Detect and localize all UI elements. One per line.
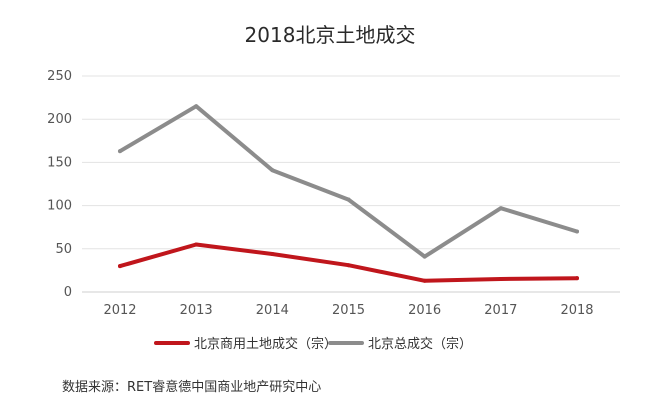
data-point [118, 149, 122, 154]
x-tick-label: 2013 [180, 303, 213, 318]
data-point [194, 104, 199, 109]
data-point [270, 251, 275, 256]
x-tick-label: 2017 [484, 303, 517, 318]
y-tick-label: 0 [64, 285, 72, 300]
y-tick-label: 200 [47, 112, 72, 127]
data-point [422, 254, 427, 259]
legend-label: 北京总成交（宗） [368, 336, 472, 352]
y-tick-label: 150 [47, 155, 72, 170]
data-point [498, 277, 503, 282]
data-point [270, 168, 275, 173]
y-tick-label: 100 [47, 199, 72, 214]
series-line [118, 104, 579, 259]
data-point [194, 242, 199, 247]
data-point [575, 229, 579, 234]
y-axis-ticks: 0 50 100 150 200 250 [47, 69, 72, 300]
data-point [498, 206, 503, 211]
y-tick-label: 50 [55, 242, 72, 257]
data-point [346, 263, 351, 268]
data-point [118, 264, 122, 269]
x-axis-ticks: 2012 2013 2014 2015 2016 2017 2018 [103, 303, 593, 318]
data-point [346, 197, 351, 202]
data-point [422, 278, 427, 283]
x-tick-label: 2014 [256, 303, 289, 318]
x-tick-label: 2016 [408, 303, 441, 318]
data-point [575, 276, 579, 281]
x-tick-label: 2012 [103, 303, 136, 318]
chart-title: 2018北京土地成交 [245, 23, 416, 47]
series-lines [118, 104, 579, 283]
y-tick-label: 250 [47, 69, 72, 84]
legend: 北京商用土地成交（宗） 北京总成交（宗） [154, 336, 472, 352]
gridlines [82, 75, 620, 293]
x-tick-label: 2018 [560, 303, 593, 318]
x-tick-label: 2015 [332, 303, 365, 318]
series-line [118, 242, 579, 283]
legend-label: 北京商用土地成交（宗） [194, 336, 337, 352]
source-note: 数据来源：RET睿意德中国商业地产研究中心 [62, 380, 322, 395]
